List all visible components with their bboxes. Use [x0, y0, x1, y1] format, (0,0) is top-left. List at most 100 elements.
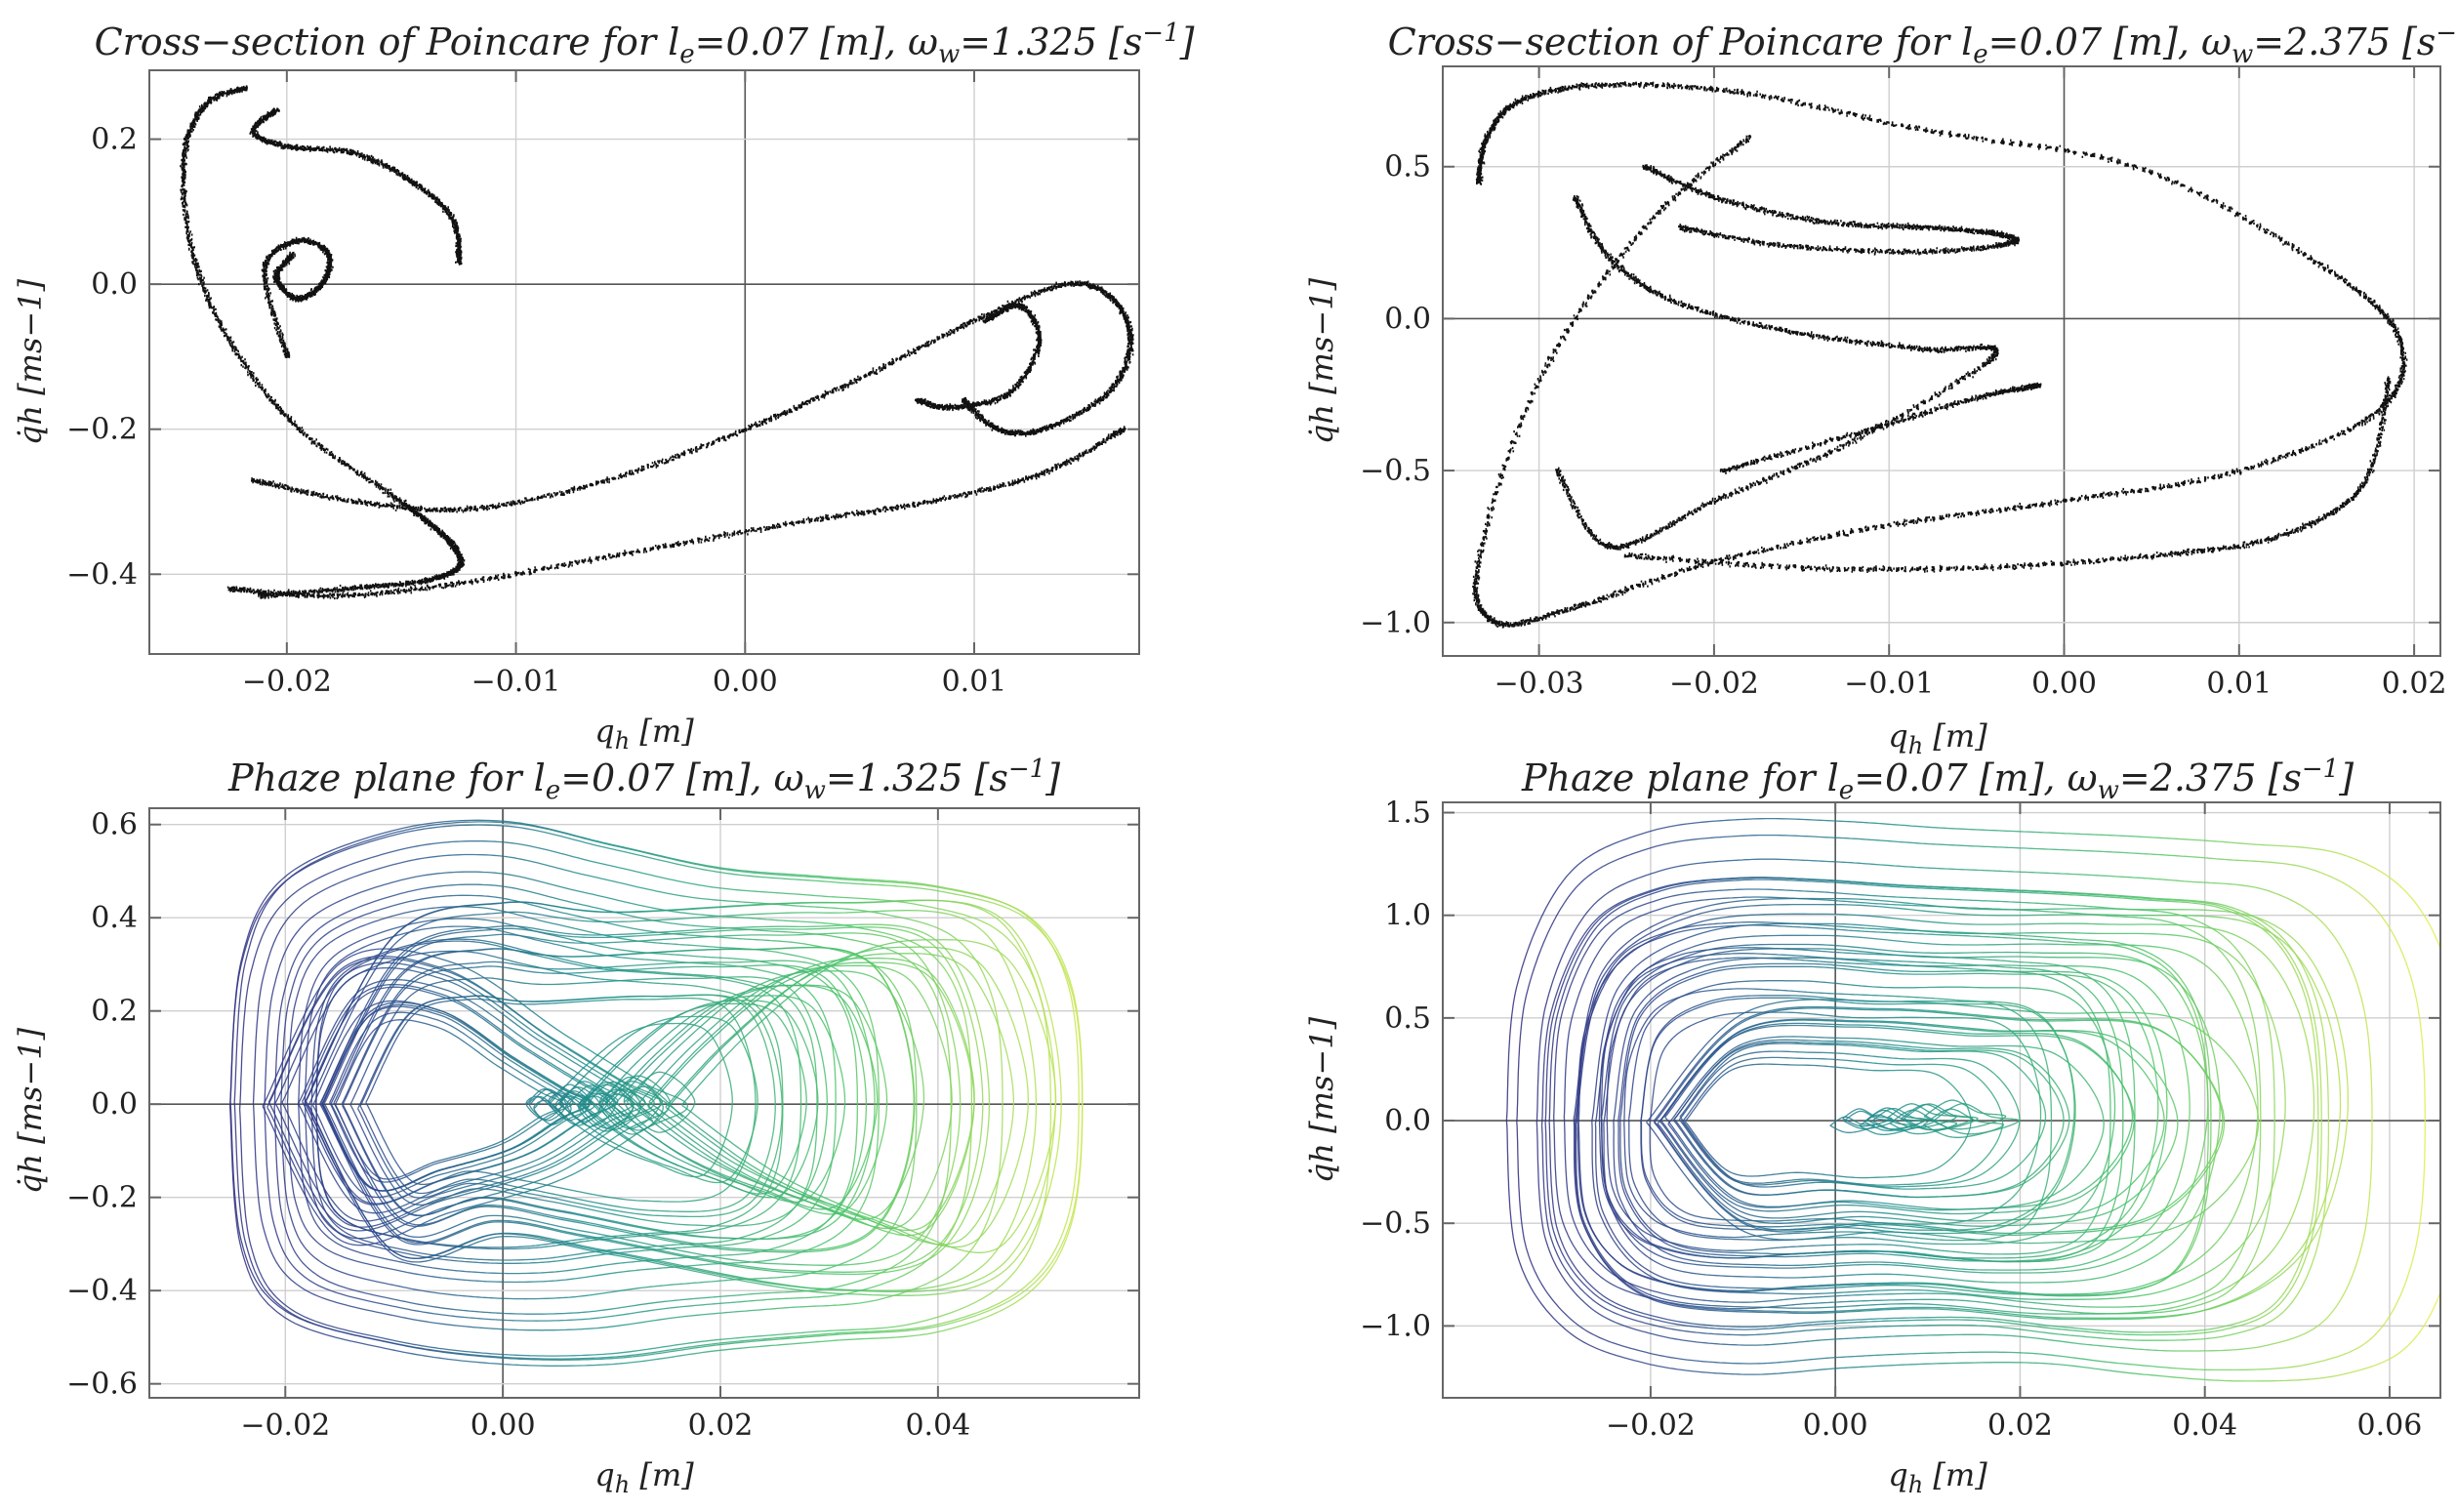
y-tick-label: 0.2: [91, 995, 138, 1029]
x-tick-label: −0.02: [242, 665, 332, 699]
x-axis-label: qh [m]: [594, 1456, 694, 1498]
trajectory-outer-orbit: [315, 950, 784, 1248]
x-axis-label-main: q: [594, 713, 614, 750]
x-tick-label: 0.00: [713, 665, 778, 699]
trajectory-outer-orbit: [1516, 834, 2426, 1371]
trajectory-inner-orbit: [342, 964, 868, 1240]
plot-area: −0.02 0.00 0.02 0.04 −0.6 −0.4 −0.2 0.0 0.2 0.4 0.…: [66, 807, 1140, 1443]
trajectory-small-loops: [1922, 1108, 2005, 1138]
title-omega-value: =2.375 [s: [2253, 20, 2436, 63]
poincare-points-lower-band: [226, 426, 1126, 600]
trajectory-inner-orbit: [356, 994, 783, 1218]
x-tick-label: 0.01: [2206, 667, 2272, 701]
trajectory-outer-orbit: [1598, 953, 2124, 1263]
trajectory-middle-orbit: [1618, 962, 2168, 1262]
trajectory-outer-orbit: [304, 925, 837, 1264]
title-omega: ω: [2068, 756, 2098, 799]
x-axis-label-main: q: [594, 1456, 614, 1493]
trajectory-right-lobe-orbit: [582, 1000, 819, 1199]
x-tick-label: −0.02: [1669, 667, 1759, 701]
trajectory-inner-orbit: [1658, 1019, 2165, 1222]
panel-title: Phaze plane for le=0.07 [m], ωw=2.375 [s…: [1521, 755, 2354, 805]
trajectory-outer-orbit: [315, 940, 802, 1250]
trajectory-small-loops: [1901, 1103, 1974, 1131]
title-omega-value: =1.325 [s: [960, 20, 1142, 63]
plot-frame: [1442, 801, 2441, 1399]
x-tick-label: 0.00: [2031, 667, 2097, 701]
trajectory-middle-orbit: [1574, 903, 2342, 1321]
trajectory-small-loops: [600, 1081, 664, 1135]
x-axis-label-sub: h: [615, 727, 630, 755]
trajectory-inner-orbit: [341, 960, 876, 1240]
panel-phase-2375: Phaze plane for le=0.07 [m], ωw=2.375 [s…: [1303, 755, 2441, 1498]
panel-title: Phaze plane for le=0.07 [m], ωw=1.325 [s…: [227, 755, 1060, 805]
title-close: ]: [1044, 756, 1060, 799]
title-omega-value: =1.325 [s: [826, 756, 1008, 799]
y-axis-label: q̇h [ms−1]: [12, 278, 49, 445]
plot-area: −0.02 0.00 0.02 0.04 0.06 −1.0 −0.5 0.0 0.5 1.0 1.…: [1360, 797, 2441, 1443]
title-exponent: −1: [2302, 755, 2339, 784]
trajectory-outer-orbit: [286, 906, 880, 1284]
y-axis-label: q̇h [ms−1]: [1303, 1016, 1340, 1183]
trajectory-outer-orbit: [264, 871, 973, 1322]
trajectory-middle-orbit: [1594, 934, 2259, 1295]
trajectory-inner-orbit: [1679, 1042, 2047, 1190]
poincare-points-outer-loop: [1472, 81, 2408, 629]
panel-title: Cross−section of Poincare for le=0.07 [m…: [1388, 19, 2457, 69]
trajectory-outer-orbit: [229, 819, 1080, 1360]
x-tick-label: −0.02: [240, 1409, 330, 1443]
trajectory-middle-orbit: [1627, 980, 2116, 1246]
poincare-points-main-band: [251, 280, 1134, 513]
trajectory-small-loops: [598, 1076, 662, 1129]
plot-frame: [148, 807, 1140, 1399]
title-omega-sub: w: [2232, 40, 2253, 69]
y-tick-label: 0.0: [91, 1087, 138, 1122]
x-axis-label-unit: [m]: [630, 1456, 694, 1493]
y-tick-label: 0.0: [91, 267, 138, 302]
title-l-value: =0.07 [m],: [560, 756, 773, 799]
x-tick-label: 0.04: [2172, 1409, 2237, 1443]
x-axis-label-unit: [m]: [1923, 1456, 1987, 1493]
y-tick-label: 0.5: [1384, 150, 1431, 184]
plot-frame: [148, 69, 1140, 655]
x-tick-label: 0.04: [905, 1409, 970, 1443]
trajectory-middle-orbit: [1575, 913, 2315, 1315]
title-prefix: Cross−section of Poincare for: [1388, 20, 1962, 63]
trajectory-middle-orbit: [1601, 943, 2209, 1274]
title-close: ]: [2338, 756, 2354, 799]
trajectory-inner-orbit: [1646, 999, 2260, 1245]
title-omega: ω: [2201, 20, 2232, 63]
title-l-sub: e: [679, 40, 694, 69]
title-omega-sub: w: [804, 776, 826, 805]
y-tick-label: −1.0: [1360, 606, 1431, 640]
y-tick-label: 0.6: [91, 808, 138, 842]
trajectory-inner-orbit: [304, 899, 1062, 1296]
trajectory-middle-orbit: [1613, 957, 2191, 1271]
title-l-sub: e: [1973, 40, 1987, 69]
y-tick-label: 1.0: [1384, 899, 1431, 933]
trajectory-right-lobe-orbit: [549, 1022, 733, 1178]
data-layer: [1472, 81, 2408, 629]
x-axis-label-sub: h: [615, 1471, 630, 1498]
trajectory-small-loops: [623, 1071, 696, 1133]
x-axis-label-sub: h: [1908, 1471, 1923, 1498]
x-axis-label-unit: [m]: [630, 713, 694, 750]
x-tick-label: 0.00: [471, 1409, 536, 1443]
title-omega: ω: [774, 756, 804, 799]
trajectory-inner-orbit: [333, 947, 915, 1251]
trajectory-outer-orbit: [1540, 877, 2330, 1341]
title-l: l: [1961, 20, 1973, 63]
title-omega: ω: [908, 20, 938, 63]
title-l-value: =0.07 [m],: [1854, 756, 2067, 799]
poincare-points-upper-wing: [1642, 164, 2020, 256]
trajectory-inner-orbit: [1653, 1005, 2224, 1235]
poincare-points-inner-loop: [1555, 195, 1999, 551]
trajectory-figure-eight-orbit: [334, 1019, 564, 1180]
trajectory-inner-orbit: [1654, 1007, 2226, 1236]
trajectory-right-lobe-orbit: [626, 970, 925, 1220]
trajectory-inner-orbit: [349, 976, 829, 1227]
x-tick-label: 0.02: [2382, 667, 2447, 701]
trajectory-middle-orbit: [1649, 1011, 2042, 1225]
title-omega-sub: w: [2098, 776, 2119, 805]
y-tick-label: 0.2: [91, 123, 138, 157]
